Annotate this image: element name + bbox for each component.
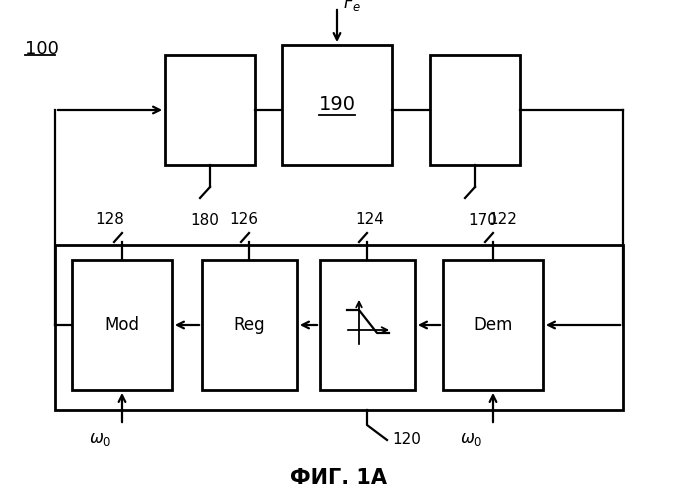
Bar <box>72 260 172 390</box>
Text: ФИГ. 1А: ФИГ. 1А <box>290 468 387 488</box>
Text: $\omega_0$: $\omega_0$ <box>460 430 482 448</box>
Text: $\omega_0$: $\omega_0$ <box>89 430 111 448</box>
Text: Mod: Mod <box>104 316 139 334</box>
Text: 170: 170 <box>468 213 498 228</box>
Text: 180: 180 <box>190 213 219 228</box>
Bar <box>282 45 392 165</box>
Text: 126: 126 <box>230 212 259 227</box>
Bar <box>55 245 623 410</box>
Text: 124: 124 <box>355 212 385 227</box>
Bar <box>430 55 520 165</box>
Text: $F_e$: $F_e$ <box>343 0 362 13</box>
Text: 100: 100 <box>25 40 59 58</box>
Text: Dem: Dem <box>473 316 512 334</box>
Text: 120: 120 <box>392 432 421 448</box>
Bar <box>202 260 297 390</box>
Text: Reg: Reg <box>233 316 265 334</box>
Text: 122: 122 <box>489 212 517 227</box>
Text: 190: 190 <box>318 96 355 114</box>
Bar <box>320 260 415 390</box>
Bar <box>165 55 255 165</box>
Text: 128: 128 <box>95 212 125 227</box>
Bar <box>443 260 543 390</box>
